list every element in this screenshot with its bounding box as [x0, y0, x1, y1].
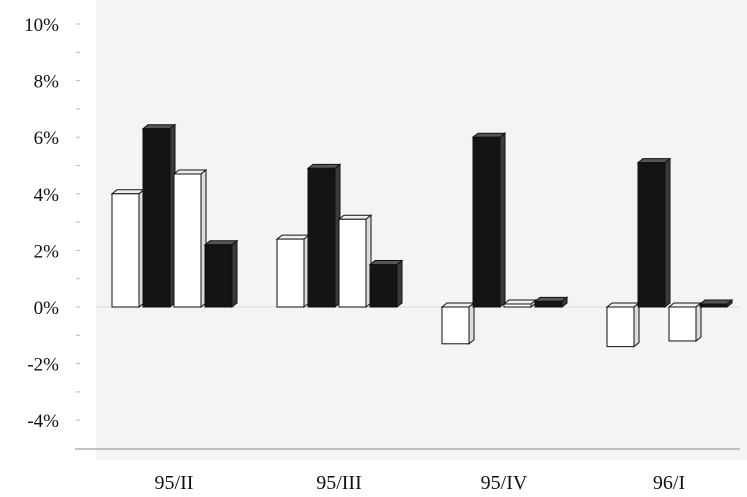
- bar: [337, 214, 373, 309]
- bar: [471, 132, 507, 309]
- bar-face: [668, 306, 697, 342]
- bar: [368, 259, 404, 309]
- bar-face: [503, 303, 532, 308]
- x-category-label: 95/III: [316, 472, 362, 494]
- bar-side: [664, 157, 671, 309]
- bar-face: [338, 218, 367, 308]
- y-axis: 10% 8% 6% 4% 2% 0% -2% -4%: [24, 15, 740, 432]
- bar: [141, 123, 177, 309]
- bar-face: [142, 128, 171, 308]
- bar-face: [307, 167, 336, 308]
- x-axis: 95/II 95/III 95/IV 96/I: [155, 472, 686, 494]
- bar: [502, 298, 538, 309]
- bar: [306, 163, 342, 309]
- y-tick-label: -4%: [27, 411, 59, 432]
- bar-side: [633, 301, 640, 348]
- x-category-label: 95/II: [155, 472, 194, 494]
- bar-face: [637, 162, 666, 308]
- bar-face: [441, 306, 470, 345]
- bar: [698, 298, 734, 309]
- bar: [636, 157, 672, 309]
- bar: [605, 301, 641, 348]
- bar: [667, 301, 703, 343]
- x-category-label: 95/IV: [481, 472, 528, 494]
- bar-face: [276, 238, 305, 308]
- bar-face: [534, 300, 563, 308]
- bar-side: [468, 301, 475, 345]
- bar: [110, 188, 146, 309]
- y-tick-label: 6%: [34, 128, 60, 149]
- bar: [172, 168, 208, 309]
- bar: [275, 234, 311, 309]
- bar: [440, 301, 476, 345]
- y-tick-label: 10%: [24, 15, 59, 36]
- bar-side: [499, 132, 506, 309]
- bar-face: [204, 244, 233, 308]
- bar-face: [699, 303, 728, 308]
- bar-side: [695, 301, 702, 343]
- y-tick-label: 0%: [34, 298, 60, 319]
- x-category-label: 96/I: [653, 472, 685, 494]
- bars: [110, 123, 734, 348]
- bar-face: [173, 173, 202, 308]
- y-tick-label: 4%: [34, 185, 60, 206]
- bar: [203, 239, 239, 309]
- bar-face: [369, 264, 398, 308]
- bar-face: [606, 306, 635, 348]
- bar-face: [111, 193, 140, 308]
- bar-face: [472, 136, 501, 308]
- bar: [533, 296, 569, 309]
- y-tick-label: -2%: [27, 355, 59, 376]
- bar-side: [231, 239, 238, 309]
- y-tick-label: 8%: [34, 72, 60, 93]
- y-tick-label: 2%: [34, 241, 60, 262]
- bar-side: [396, 259, 403, 309]
